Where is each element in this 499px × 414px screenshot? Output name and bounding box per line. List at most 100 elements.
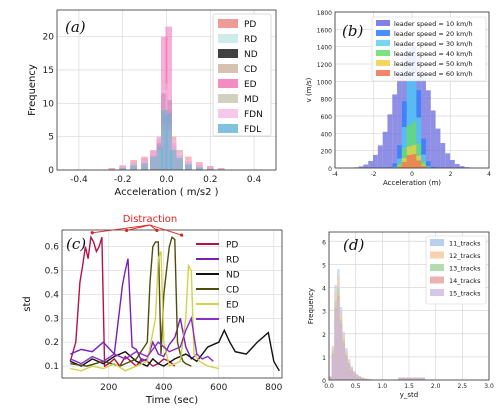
annotation-arrow (149, 224, 182, 236)
y-tick-label: 0.6 (45, 243, 60, 253)
histogram-bar-fdl (176, 158, 183, 170)
histogram-bar (421, 166, 426, 168)
histogram-bar (450, 160, 455, 168)
x-tick-label: 1.5 (404, 383, 414, 390)
legend-label: ND (226, 271, 240, 281)
panel-label: (b) (342, 22, 363, 40)
histogram-bar (459, 166, 465, 168)
histogram-bar (368, 161, 374, 168)
histogram-bar (430, 167, 436, 168)
histogram-bar (387, 114, 393, 168)
legend-label: PD (226, 241, 238, 251)
legend-swatch (218, 109, 238, 118)
legend-label: leader speed = 50 km/h (394, 60, 473, 68)
legend-box (371, 16, 487, 82)
legend-label: 12_tracks (449, 252, 481, 260)
histogram-bar (382, 131, 388, 168)
histogram-bar (411, 377, 415, 380)
histogram-bar (401, 127, 407, 168)
x-axis-label: Acceleration ( m/s2 ) (114, 187, 218, 198)
x-tick-label: 0.0 (324, 383, 334, 390)
histogram-bar (425, 161, 431, 168)
legend-swatch (430, 276, 444, 284)
legend-swatch (376, 60, 390, 66)
histogram-bar (350, 370, 353, 380)
histogram-bar (401, 161, 407, 168)
x-tick-label: 200 (100, 383, 117, 393)
histogram-bar-fdl (150, 156, 157, 170)
histogram-bar (403, 377, 407, 380)
histogram-bar (416, 117, 422, 168)
plot-frame (334, 11, 490, 169)
legend: leader speed = 10 km/h leader speed = 20 … (371, 16, 487, 82)
distraction-annotation: Distraction (123, 214, 178, 225)
x-tick-label: 1.0 (378, 383, 388, 390)
histogram-bar (425, 90, 431, 168)
histogram-bar-fdl (169, 150, 177, 170)
panel-label: (d) (343, 236, 364, 254)
legend: 11_tracks 12_tracks 13_tracks 14_tracks 15_t… (425, 235, 487, 305)
series-line-rd (70, 258, 198, 363)
y-tick-label: 15 (43, 66, 54, 76)
x-tick-label: 2 (449, 171, 453, 178)
annotation-arrow (126, 224, 151, 231)
histogram-bar (342, 345, 345, 380)
legend-swatch (376, 50, 390, 56)
y-tick-label: 4 (322, 286, 326, 293)
panel-a-acceleration-histogram: 0 5 10 15 20 -0.4 -0.2 0.0 0.2 0.4 Acceleration ( … (27, 9, 277, 198)
x-tick-label: 4 (487, 171, 491, 178)
y-tick-label: 0.3 (45, 314, 59, 324)
x-axis-label: y_std (400, 391, 418, 399)
x-tick-label: 0.2 (203, 175, 217, 185)
legend-label: FDL (244, 125, 261, 135)
histogram-bar (398, 377, 401, 380)
legend-label: leader speed = 40 km/h (394, 50, 473, 58)
y-axis-label: Frequency (307, 288, 315, 324)
legend-label: leader speed = 60 km/h (394, 70, 473, 78)
y-tick-label: 0.4 (45, 290, 60, 300)
histogram-bar (421, 154, 426, 168)
x-tick-label: 2.0 (431, 383, 441, 390)
histogram-bar-fdn (207, 166, 214, 170)
x-tick-label: 0 (410, 171, 414, 178)
x-tick-label: 400 (155, 383, 172, 393)
histogram-bar (417, 377, 420, 380)
histogram-bar (366, 379, 369, 380)
legend-label: ED (244, 80, 257, 90)
y-tick-label: 1200 (317, 62, 332, 69)
x-tick-label: -0.2 (114, 175, 132, 185)
histogram-bar (339, 328, 343, 380)
legend-label: 14_tracks (449, 277, 481, 285)
y-tick-label: 600 (321, 114, 333, 121)
x-tick-label: 0.0 (159, 175, 174, 185)
y-axis-label: Frequency (27, 64, 38, 116)
y-tick-label: 0 (328, 166, 332, 173)
panel-label: (a) (65, 18, 86, 36)
annotation-arrow (92, 224, 151, 234)
legend-label: 13_tracks (449, 265, 481, 273)
plot-frame (56, 9, 277, 171)
y-tick-label: 0.1 (45, 362, 59, 372)
y-tick-label: 0.2 (45, 338, 59, 348)
legend-swatch (218, 64, 238, 73)
legend-label: 15_tracks (449, 290, 481, 298)
legend-label: MD (244, 95, 259, 105)
y-tick-label: 5 (322, 262, 326, 269)
histogram-bar (421, 70, 426, 168)
histogram-bar (363, 164, 369, 168)
histogram-bar (337, 301, 340, 380)
histogram-bar (406, 80, 412, 168)
histogram-bar (464, 167, 470, 168)
annotation-arrowhead (180, 233, 184, 237)
legend-swatch (218, 34, 238, 43)
histogram-bar (435, 128, 441, 168)
y-axis-label: std (22, 296, 33, 311)
histogram-bar (358, 377, 361, 380)
series-line-fdn (70, 315, 214, 365)
y-axis-label: v (m/s) (305, 77, 313, 102)
y-tick-label: 20 (43, 33, 55, 43)
histogram-bar (392, 94, 398, 168)
y-tick-label: 1000 (317, 79, 332, 86)
y-tick-label: 1800 (317, 10, 332, 17)
